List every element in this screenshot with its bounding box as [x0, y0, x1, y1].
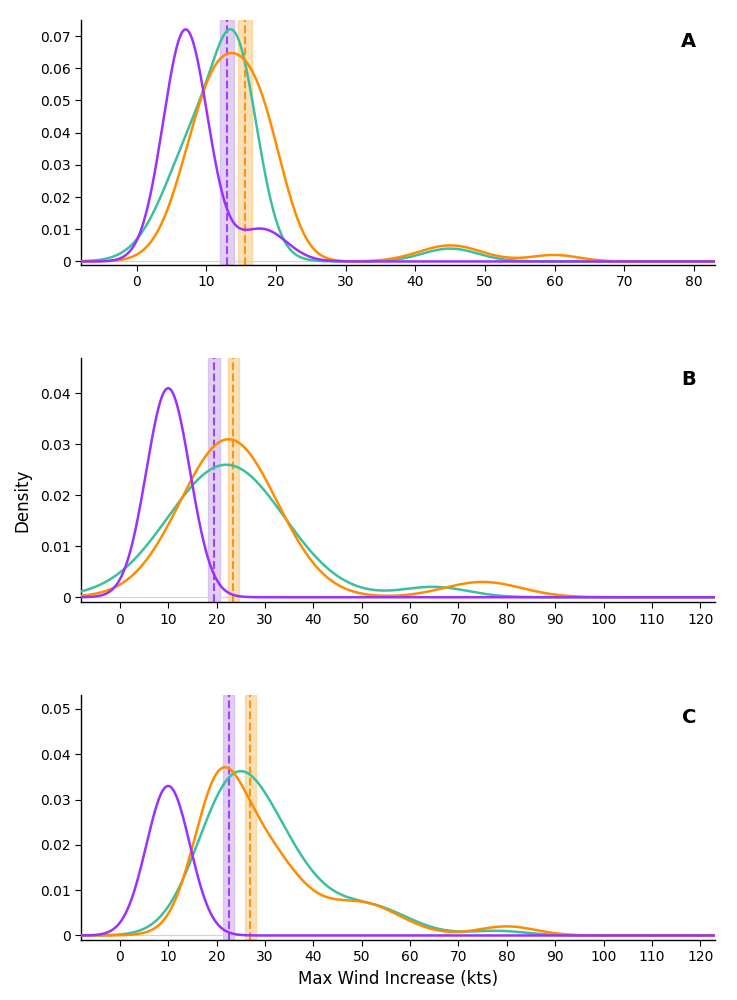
Text: C: C — [682, 708, 696, 727]
Bar — [228, 358, 240, 602]
X-axis label: Max Wind Increase (kts): Max Wind Increase (kts) — [298, 970, 498, 988]
Text: Density: Density — [13, 468, 31, 532]
Bar — [220, 20, 234, 265]
Bar — [209, 358, 220, 602]
Bar — [223, 695, 234, 940]
Text: A: A — [681, 32, 696, 51]
Bar — [245, 695, 256, 940]
Text: B: B — [681, 370, 696, 389]
Bar — [238, 20, 252, 265]
